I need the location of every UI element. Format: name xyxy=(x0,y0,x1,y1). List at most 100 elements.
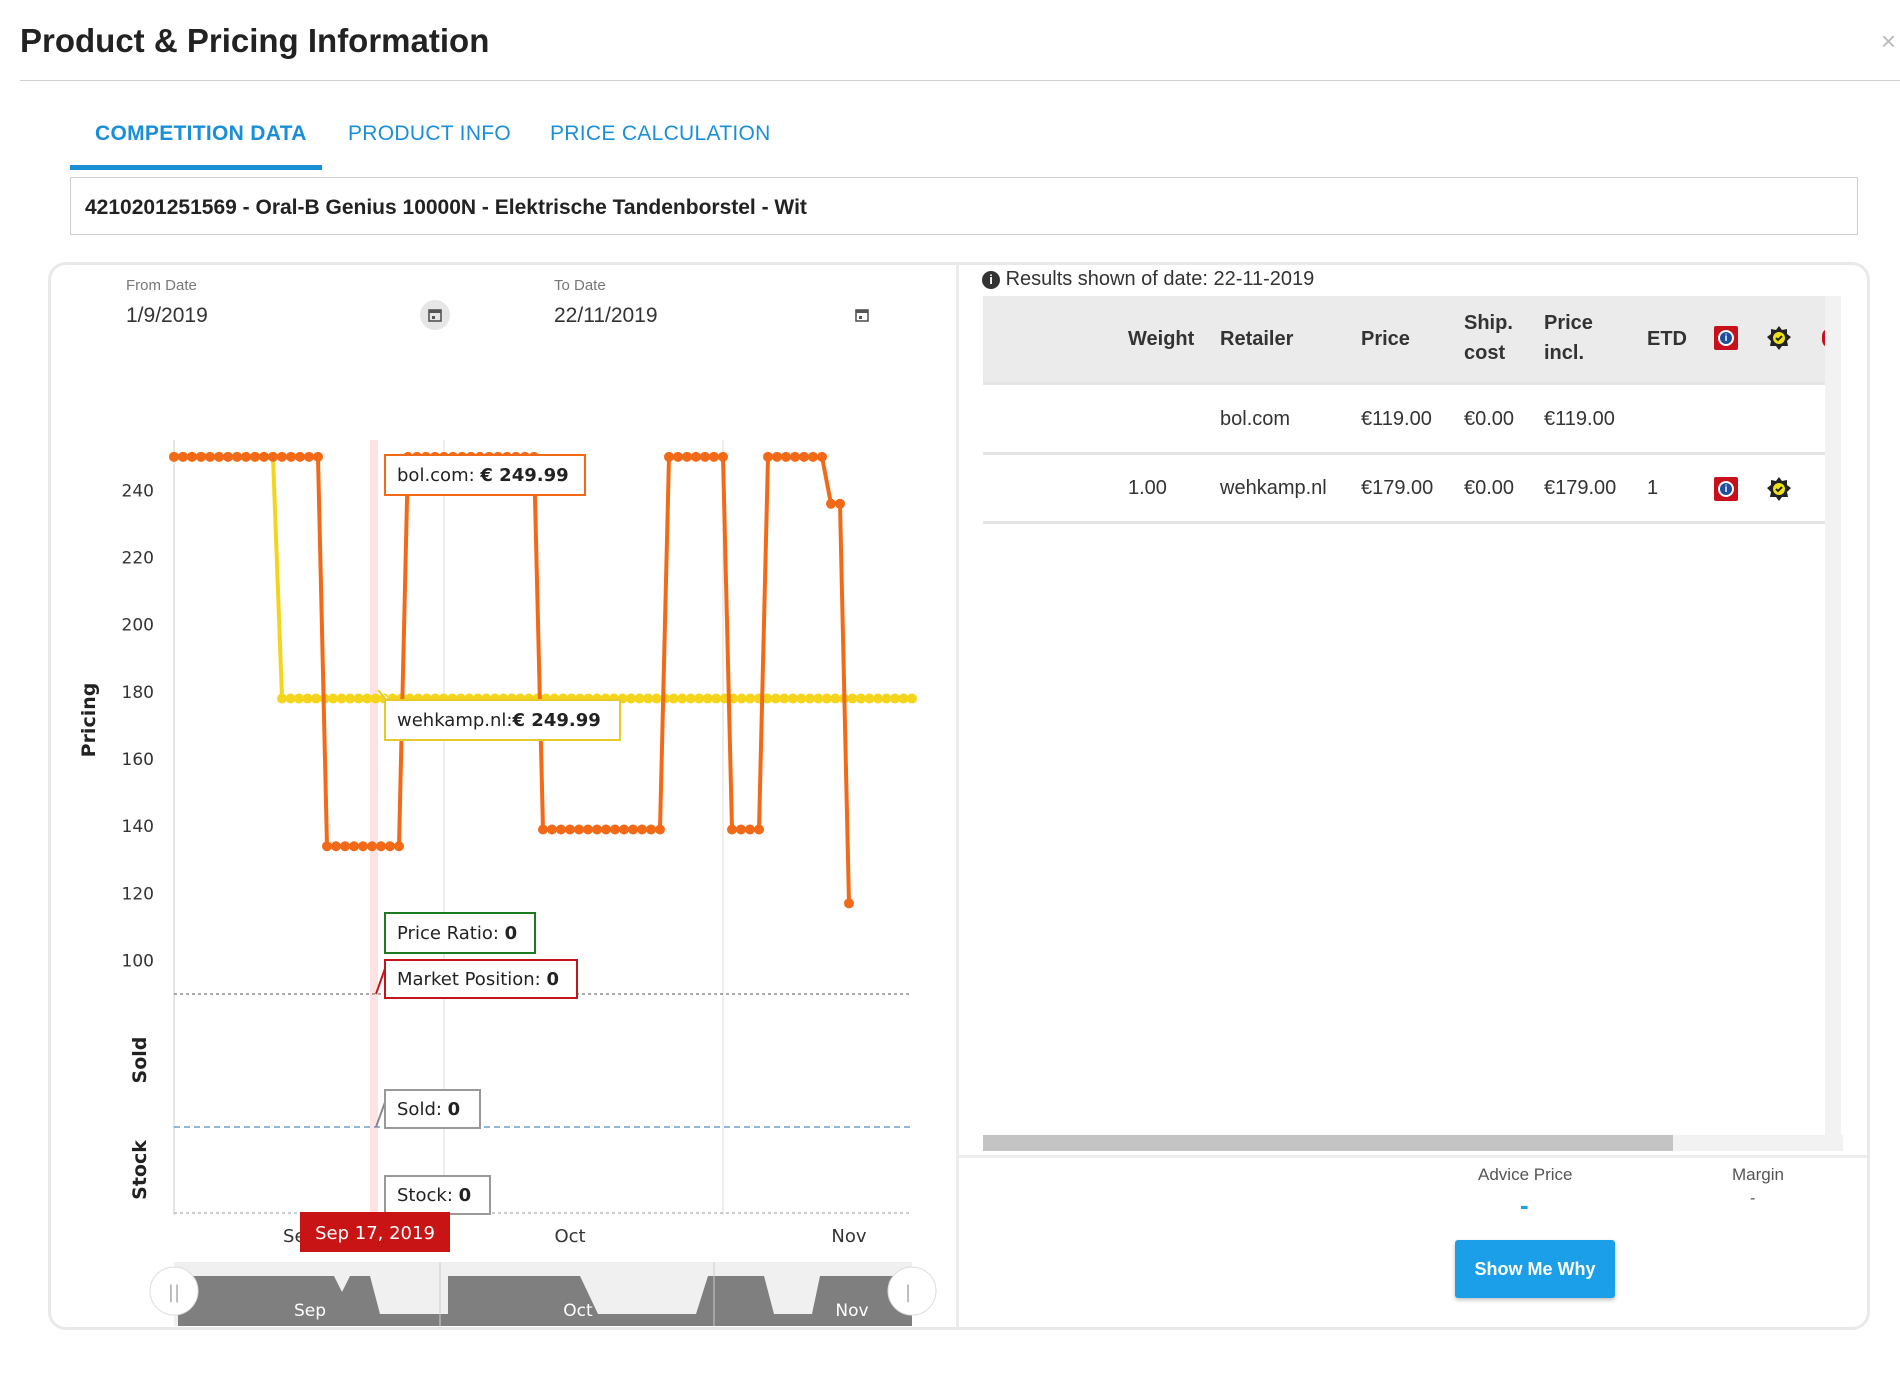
data-point xyxy=(718,451,728,462)
results-date-text: Results shown of date: 22-11-2019 xyxy=(1005,268,1315,290)
cell-retailer: bol.com xyxy=(1220,408,1291,430)
data-point xyxy=(646,824,656,835)
svg-text:Price Ratio: 0: Price Ratio: 0 xyxy=(397,923,517,944)
data-point xyxy=(205,451,215,462)
from-date-input[interactable]: 1/9/2019 xyxy=(126,304,208,327)
sold-axis-title: Sold xyxy=(129,1037,151,1084)
navigator-label: Sep xyxy=(294,1301,326,1321)
data-point xyxy=(655,824,665,835)
data-point xyxy=(619,824,629,835)
navigator-left-handle[interactable] xyxy=(149,1266,199,1316)
data-point xyxy=(813,693,824,704)
range-navigator[interactable]: Sep Oct Nov || | xyxy=(149,1262,937,1326)
svg-text:Stock: 0: Stock: 0 xyxy=(397,1185,471,1206)
bol-tooltip-label: bol.com: xyxy=(397,465,480,486)
data-point xyxy=(232,451,242,462)
tab-competition-data[interactable]: COMPETITION DATA xyxy=(95,122,307,145)
cell-price-incl: €179.00 xyxy=(1544,477,1617,499)
show-me-why-button[interactable]: Show Me Why xyxy=(1455,1240,1615,1298)
data-point xyxy=(763,451,773,462)
tab-price-calculation[interactable]: PRICE CALCULATION xyxy=(550,122,771,145)
price-history-chart[interactable]: 100 120 140 160 180 200 220 240 Pricing Sold St… xyxy=(0,0,960,1330)
y-tick-label: 200 xyxy=(122,616,154,636)
calendar-icon[interactable] xyxy=(420,300,450,330)
stock-axis-title: Stock xyxy=(129,1140,151,1200)
y-tick-label: 120 xyxy=(122,884,154,904)
info-badge-icon[interactable]: i xyxy=(1714,326,1738,350)
data-point xyxy=(830,693,841,704)
svg-text:Sold: 0: Sold: 0 xyxy=(397,1099,460,1120)
date-tooltip-text: Sep 17, 2019 xyxy=(315,1223,435,1244)
wehkamp-tooltip-value: € 249.99 xyxy=(512,710,601,731)
scrollbar-thumb[interactable] xyxy=(983,1135,1673,1151)
data-point xyxy=(745,693,756,704)
to-date-input[interactable]: 22/11/2019 xyxy=(554,304,658,327)
data-point xyxy=(358,841,368,852)
data-point xyxy=(790,451,800,462)
col-weight[interactable]: Weight xyxy=(1128,328,1195,350)
data-point xyxy=(826,498,836,509)
margin-value: - xyxy=(1750,1190,1756,1207)
stock-tooltip: Stock: 0 xyxy=(384,1175,491,1215)
data-point xyxy=(799,451,809,462)
trust-seal-icon[interactable] xyxy=(1766,476,1792,507)
data-point xyxy=(682,451,692,462)
data-point xyxy=(302,693,313,704)
advice-price-value: - xyxy=(1520,1190,1529,1220)
y-tick-label: 240 xyxy=(122,481,154,501)
header-divider xyxy=(20,80,1900,81)
data-point xyxy=(592,824,602,835)
cell-price-incl: €119.00 xyxy=(1544,408,1615,430)
data-point xyxy=(259,451,269,462)
info-badge-icon[interactable]: i xyxy=(1714,477,1738,501)
data-point xyxy=(694,693,705,704)
data-point xyxy=(711,693,722,704)
data-point xyxy=(736,824,746,835)
data-point xyxy=(626,693,637,704)
product-title-box: 4210201251569 - Oral-B Genius 10000N - E… xyxy=(70,177,1858,235)
panel-divider xyxy=(956,265,959,1327)
data-point xyxy=(770,693,781,704)
close-icon[interactable]: × xyxy=(1880,26,1896,56)
data-point xyxy=(331,841,341,852)
hover-crosshair xyxy=(370,440,378,1215)
data-point xyxy=(295,451,305,462)
col-retailer[interactable]: Retailer xyxy=(1220,328,1294,350)
data-point xyxy=(673,451,683,462)
table-vertical-scrollbar[interactable] xyxy=(1825,296,1841,1136)
data-point xyxy=(601,824,611,835)
data-point xyxy=(277,451,287,462)
chart-gridlines xyxy=(443,440,724,1215)
svg-text:bol.com: € 249.99: bol.com: € 249.99 xyxy=(397,465,569,486)
data-point xyxy=(677,693,688,704)
data-point xyxy=(547,824,557,835)
data-point xyxy=(898,693,909,704)
data-point xyxy=(872,693,883,704)
data-point xyxy=(178,451,188,462)
navigator-right-handle[interactable] xyxy=(887,1266,937,1316)
grip-icon: | xyxy=(905,1282,911,1303)
data-point xyxy=(787,693,798,704)
y-tick-label: 160 xyxy=(122,750,154,770)
data-point xyxy=(736,693,747,704)
data-point xyxy=(668,693,679,704)
calendar-icon[interactable] xyxy=(854,307,872,325)
tab-product-info[interactable]: PRODUCT INFO xyxy=(348,122,512,145)
navigator-label: Oct xyxy=(563,1301,593,1321)
col-ship-cost[interactable]: Ship. cost xyxy=(1464,312,1513,364)
data-point xyxy=(762,693,773,704)
col-etd[interactable]: ETD xyxy=(1647,328,1687,350)
data-point xyxy=(268,451,278,462)
results-note: i Results shown of date: 22-11-2019 xyxy=(982,268,1314,291)
from-date-label: From Date xyxy=(126,277,197,294)
cell-ship-cost: €0.00 xyxy=(1464,477,1515,499)
col-price-incl[interactable]: Price incl. xyxy=(1544,312,1593,364)
data-point xyxy=(340,841,350,852)
data-point xyxy=(556,824,566,835)
data-point xyxy=(664,451,674,462)
data-point xyxy=(651,693,662,704)
data-point xyxy=(634,693,645,704)
col-price[interactable]: Price xyxy=(1361,328,1410,350)
trust-seal-icon[interactable] xyxy=(1766,325,1792,356)
cell-retailer: wehkamp.nl xyxy=(1220,477,1327,499)
